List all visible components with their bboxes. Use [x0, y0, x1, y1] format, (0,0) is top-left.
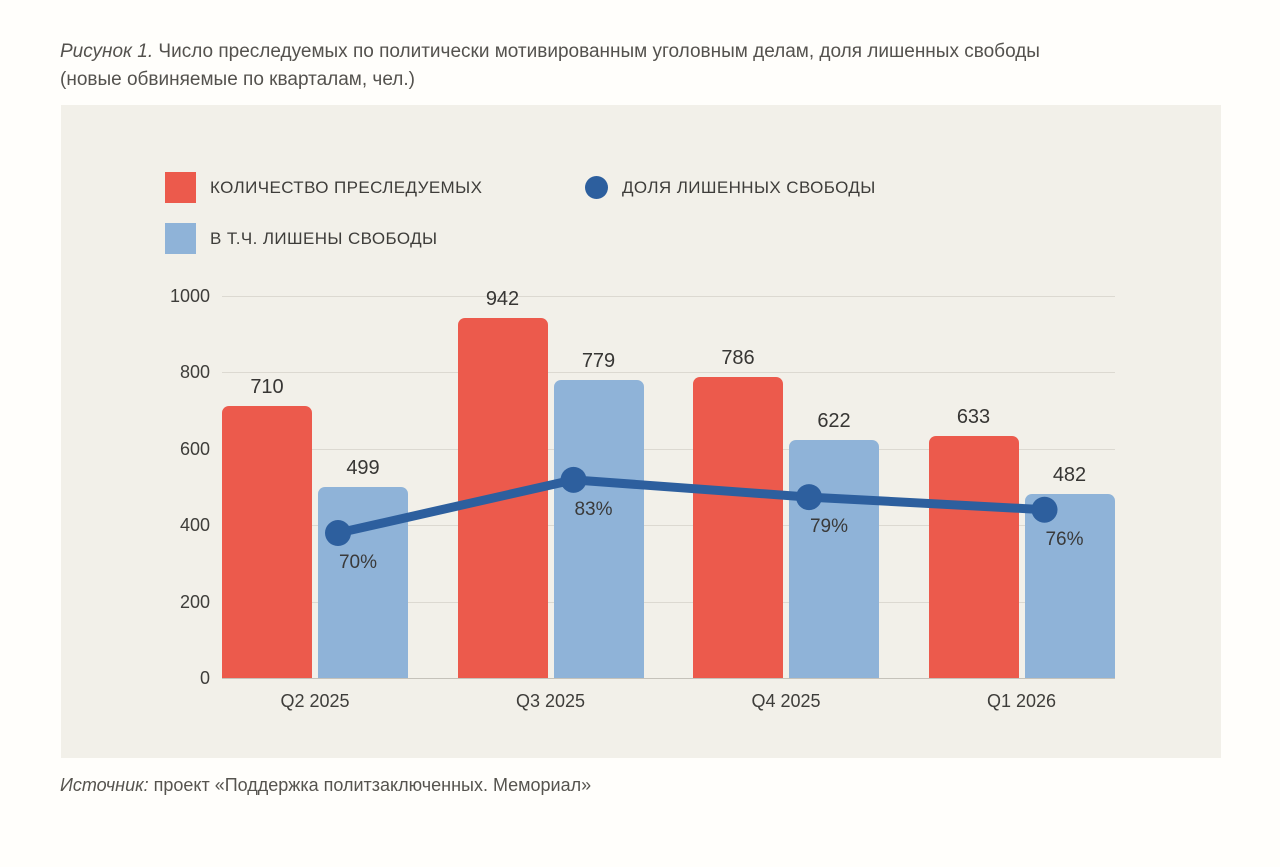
percent-label: 83%	[574, 498, 613, 520]
percent-label: 76%	[1045, 528, 1084, 550]
chart-panel: КОЛИЧЕСТВО ПРЕСЛЕДУЕМЫХ ДОЛЯ ЛИШЕННЫХ СВ…	[61, 105, 1221, 758]
bar-deprived	[318, 487, 408, 678]
bar-value-label: 499	[346, 457, 380, 480]
gridline	[222, 295, 1115, 297]
x-tick-label: Q1 2026	[986, 691, 1057, 711]
y-tick-label: 1000	[169, 285, 210, 306]
bar-pursued	[693, 377, 783, 678]
y-tick-label: 600	[179, 438, 210, 459]
bar-pursued	[457, 317, 548, 678]
bar-deprived	[1024, 493, 1115, 678]
percent-label: 70%	[338, 552, 378, 574]
source-prefix: Источник:	[60, 775, 149, 795]
bar-pursued	[928, 435, 1019, 678]
bar-pursued	[222, 406, 312, 678]
share-deprived-dot-icon	[585, 176, 608, 199]
legend-label-deprived: В Т.Ч. ЛИШЕНЫ СВОБОДЫ	[210, 228, 438, 248]
bar-value-label: 942	[485, 287, 520, 310]
x-axis-line	[222, 678, 1115, 679]
y-tick-label: 0	[199, 668, 210, 688]
bar-value-label: 482	[1052, 463, 1087, 486]
y-tick-label: 800	[179, 362, 210, 382]
source-main: проект «Поддержка политзаключенных. Мемо…	[148, 775, 592, 795]
y-tick-label: 400	[179, 515, 210, 535]
bar-deprived	[553, 380, 644, 678]
figure-title: Рисунок 1. Число преследуемых по политич…	[60, 38, 1190, 94]
x-tick-label: Q2 2025	[280, 691, 350, 711]
source-note: Источник: проект «Поддержка политзаключе…	[60, 775, 591, 796]
bar-value-label: 633	[956, 405, 991, 428]
legend-item-deprived: В Т.Ч. ЛИШЕНЫ СВОБОДЫ	[165, 223, 437, 254]
figure-title-main: Число преследуемых по политически мотиви…	[153, 41, 1040, 62]
legend-label-share-deprived: ДОЛЯ ЛИШЕННЫХ СВОБОДЫ	[622, 177, 876, 197]
bar-value-label: 779	[581, 350, 616, 373]
y-tick-label: 200	[179, 591, 210, 612]
legend-item-share-deprived: ДОЛЯ ЛИШЕННЫХ СВОБОДЫ	[585, 176, 876, 199]
gridline	[222, 448, 1115, 450]
x-tick-label: Q3 2025	[515, 691, 586, 711]
x-tick-label: Q4 2025	[751, 691, 821, 711]
bar-value-label: 786	[721, 347, 755, 370]
pursued-swatch-icon	[165, 172, 196, 203]
bar-deprived	[789, 440, 879, 678]
deprived-swatch-icon	[165, 223, 196, 254]
legend-item-pursued: КОЛИЧЕСТВО ПРЕСЛЕДУЕМЫХ	[165, 172, 482, 203]
gridline	[222, 372, 1115, 373]
figure-title-prefix: Рисунок 1.	[60, 41, 154, 62]
legend-label-pursued: КОЛИЧЕСТВО ПРЕСЛЕДУЕМЫХ	[210, 177, 483, 197]
percent-label: 79%	[809, 516, 849, 538]
gridline	[222, 601, 1115, 603]
bar-value-label: 622	[817, 410, 851, 433]
figure-title-line2: (новые обвиняемые по кварталам, чел.)	[60, 69, 415, 90]
bar-value-label: 710	[250, 376, 284, 399]
